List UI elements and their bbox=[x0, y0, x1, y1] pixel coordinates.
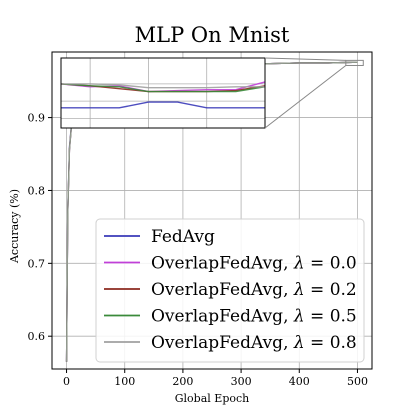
inset-series-line-4 bbox=[61, 83, 265, 89]
x-tick-label: 100 bbox=[114, 375, 135, 388]
legend-label: OverlapFedAvg, λ = 0.5 bbox=[151, 307, 357, 327]
y-axis-label: Accuracy (%) bbox=[8, 189, 21, 264]
legend-label: OverlapFedAvg, λ = 0.8 bbox=[151, 333, 357, 353]
x-tick-label: 0 bbox=[63, 375, 70, 388]
inset-background bbox=[61, 58, 265, 128]
x-tick-label: 300 bbox=[231, 375, 252, 388]
zoom-connector-line bbox=[264, 57, 346, 61]
inset-series-line-3 bbox=[60, 83, 266, 93]
chart-title: MLP On Mnist bbox=[135, 23, 290, 47]
legend-label: OverlapFedAvg, λ = 0.0 bbox=[151, 254, 357, 274]
y-tick-label: 0.9 bbox=[28, 112, 46, 125]
legend-label: FedAvg bbox=[151, 227, 215, 247]
zoom-region-box bbox=[345, 59, 364, 66]
zoom-connector-line bbox=[264, 65, 347, 129]
y-tick-label: 0.7 bbox=[28, 257, 46, 270]
plot-frame bbox=[51, 51, 373, 370]
x-axis-label: Global Epoch bbox=[175, 392, 249, 405]
x-tick-label: 500 bbox=[347, 375, 368, 388]
legend-box bbox=[95, 218, 365, 363]
x-tick-label: 200 bbox=[172, 375, 193, 388]
y-tick-label: 0.8 bbox=[28, 184, 46, 197]
inset-frame bbox=[60, 57, 266, 129]
x-tick-label: 400 bbox=[289, 375, 310, 388]
y-tick-label: 0.6 bbox=[28, 330, 46, 343]
legend-label: OverlapFedAvg, λ = 0.2 bbox=[151, 280, 357, 300]
inset-series-line-0 bbox=[61, 101, 265, 109]
